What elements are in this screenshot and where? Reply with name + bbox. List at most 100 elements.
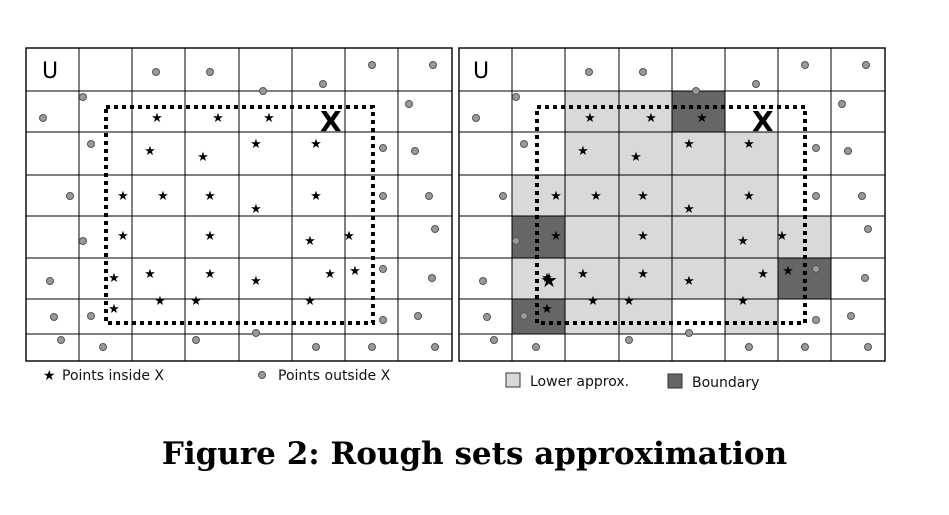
inside-point: ★ bbox=[263, 111, 275, 126]
inside-point: ★ bbox=[250, 137, 262, 152]
outside-point bbox=[685, 329, 693, 337]
outside-point bbox=[368, 343, 376, 351]
lower-approx-cell bbox=[565, 175, 619, 216]
inside-point: ★ bbox=[108, 271, 120, 286]
outside-point bbox=[431, 343, 439, 351]
inside-point: ★ bbox=[151, 111, 163, 126]
inside-point: ★ bbox=[343, 229, 355, 244]
outside-point bbox=[479, 277, 487, 285]
left-panel: ★ ★ ★★ ★★ ★★ ★ ★★★★ ★ ★ ★★ ★ ★ ★ ★ ★★★ ★ ★ U X bbox=[25, 47, 453, 362]
inside-point: ★ bbox=[541, 302, 553, 317]
outside-point bbox=[252, 329, 260, 337]
inside-point: ★ bbox=[154, 294, 166, 309]
inside-point: ★ bbox=[310, 189, 322, 204]
inside-point: ★ bbox=[197, 150, 209, 165]
right-set-label: X bbox=[752, 105, 774, 138]
inside-point: ★ bbox=[590, 189, 602, 204]
outside-point bbox=[379, 192, 387, 200]
lower-approx-cell bbox=[619, 216, 672, 258]
left-universe-label: U bbox=[42, 59, 58, 84]
outside-point bbox=[472, 114, 480, 122]
outside-point bbox=[79, 237, 87, 245]
outside-point bbox=[512, 93, 520, 101]
inside-point: ★ bbox=[550, 229, 562, 244]
lower-approx-cell bbox=[565, 216, 619, 258]
legend-outside-label: Points outside X bbox=[278, 368, 391, 384]
outside-point bbox=[585, 68, 593, 76]
outside-point bbox=[152, 68, 160, 76]
outside-point bbox=[259, 87, 267, 95]
lower-approx-cell bbox=[565, 258, 619, 299]
outside-point bbox=[57, 336, 65, 344]
outside-point bbox=[87, 140, 95, 148]
outside-point bbox=[532, 343, 540, 351]
inside-point: ★ bbox=[577, 144, 589, 159]
inside-point: ★ bbox=[190, 294, 202, 309]
outside-point bbox=[801, 61, 809, 69]
inside-point: ★ bbox=[144, 144, 156, 159]
inside-point: ★ bbox=[117, 189, 129, 204]
outside-point bbox=[858, 192, 866, 200]
lower-approx-cell bbox=[565, 132, 619, 175]
outside-point bbox=[319, 80, 327, 88]
outside-point bbox=[312, 343, 320, 351]
lower-approx-cell bbox=[672, 216, 725, 258]
outside-point bbox=[368, 61, 376, 69]
outside-point bbox=[861, 274, 869, 282]
inside-point: ★ bbox=[683, 202, 695, 217]
outside-point bbox=[812, 192, 820, 200]
left-points: ★ ★ ★★ ★★ ★★ ★ ★★★★ ★ ★ ★★ ★ ★ ★ ★ ★★★ ★ ★ bbox=[39, 61, 439, 351]
outside-point bbox=[87, 312, 95, 320]
inside-point: ★ bbox=[696, 111, 708, 126]
outside-point bbox=[99, 343, 107, 351]
outside-point bbox=[206, 68, 214, 76]
inside-point: ★ bbox=[550, 189, 562, 204]
right-points: ★ ★ ★★ ★★ ★★ ★ ★★★★ ★ ★ ★★ ★ ★ ★ ★ ★★★ ★ ★★ bbox=[472, 61, 872, 351]
inside-point: ★ bbox=[743, 189, 755, 204]
outside-point bbox=[520, 312, 528, 320]
lower-approx-cell bbox=[725, 132, 778, 175]
outside-point bbox=[847, 312, 855, 320]
inside-point: ★ bbox=[645, 111, 657, 126]
inside-point: ★ bbox=[577, 267, 589, 282]
inside-point: ★ bbox=[782, 264, 794, 279]
outside-point bbox=[844, 147, 852, 155]
inside-point: ★ bbox=[683, 274, 695, 289]
lower-approx-cell bbox=[672, 132, 725, 175]
outside-point bbox=[692, 87, 700, 95]
outside-point bbox=[490, 336, 498, 344]
outside-point bbox=[192, 336, 200, 344]
lower-approx-cell bbox=[725, 216, 778, 258]
inside-point: ★ bbox=[117, 229, 129, 244]
lower-approx-cell bbox=[565, 91, 619, 132]
inside-point: ★ bbox=[737, 234, 749, 249]
inside-point: ★ bbox=[637, 267, 649, 282]
inside-point: ★ bbox=[776, 229, 788, 244]
outside-point bbox=[812, 144, 820, 152]
outside-point bbox=[862, 61, 870, 69]
inside-point: ★ bbox=[540, 268, 558, 292]
inside-point: ★ bbox=[584, 111, 596, 126]
outside-point bbox=[864, 225, 872, 233]
outside-point bbox=[50, 313, 58, 321]
inside-point: ★ bbox=[310, 137, 322, 152]
lower-approx-cell bbox=[619, 175, 672, 216]
lower-approx-cell bbox=[619, 132, 672, 175]
inside-point: ★ bbox=[541, 271, 553, 286]
legend-dot-icon bbox=[258, 371, 266, 379]
inside-point: ★ bbox=[108, 302, 120, 317]
outside-point bbox=[425, 192, 433, 200]
inside-point: ★ bbox=[204, 267, 216, 282]
inside-point: ★ bbox=[683, 137, 695, 152]
legend-lower-label: Lower approx. bbox=[530, 374, 629, 390]
lower-approx-cell bbox=[619, 299, 672, 334]
outside-point bbox=[39, 114, 47, 122]
inside-point: ★ bbox=[349, 264, 361, 279]
lower-approx-cell bbox=[619, 258, 672, 299]
inside-point: ★ bbox=[587, 294, 599, 309]
legend-inside-label: Points inside X bbox=[62, 368, 164, 384]
lower-approx-cell bbox=[565, 299, 619, 334]
lower-approx-cell bbox=[672, 258, 725, 299]
outside-point bbox=[745, 343, 753, 351]
